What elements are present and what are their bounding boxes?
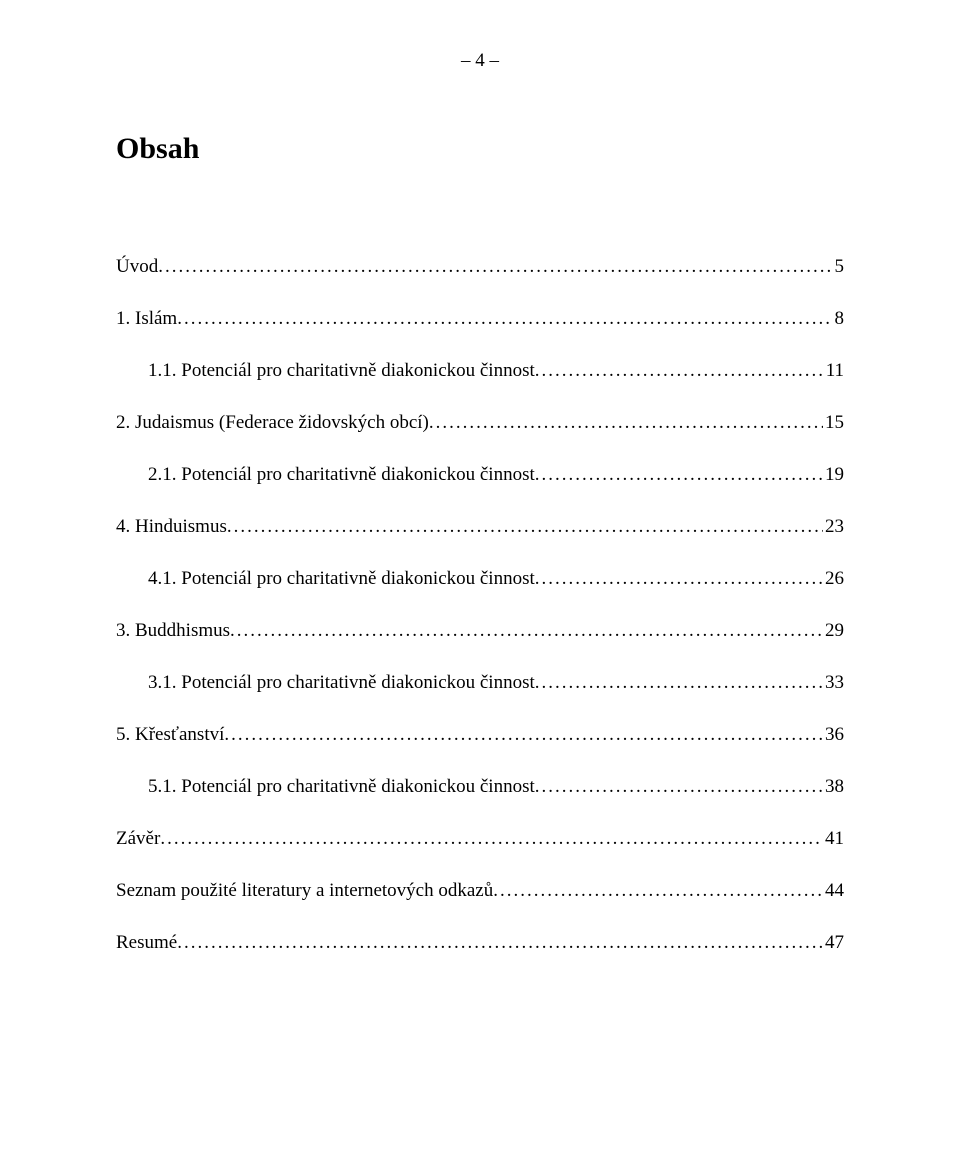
toc-label: 3.1. Potenciál pro charitativně diakonic… (148, 672, 535, 694)
toc-label: 3. Buddhismus (116, 620, 230, 642)
toc-leader-dots (535, 360, 824, 382)
toc-page-number: 44 (823, 880, 844, 902)
toc-entry: 1.1. Potenciál pro charitativně diakonic… (116, 360, 844, 382)
toc-entry: 5. Křesťanství 36 (116, 724, 844, 746)
toc-entry: Resumé 47 (116, 932, 844, 954)
toc-page-number: 5 (833, 256, 845, 278)
table-of-contents: Úvod 5 1. Islám 8 1.1. Potenciál pro charita… (116, 256, 844, 954)
toc-page-number: 11 (824, 360, 844, 382)
toc-label: 2. Judaismus (Federace židovských obcí) (116, 412, 429, 434)
toc-entry: 2. Judaismus (Federace židovských obcí) 1… (116, 412, 844, 434)
toc-page-number: 36 (823, 724, 844, 746)
page-number: – 4 – (116, 50, 844, 72)
toc-leader-dots (177, 932, 823, 954)
toc-page-number: 29 (823, 620, 844, 642)
toc-page-number: 33 (823, 672, 844, 694)
toc-label: 1. Islám (116, 308, 177, 330)
toc-entry: 5.1. Potenciál pro charitativně diakonic… (116, 776, 844, 798)
toc-entry: 3.1. Potenciál pro charitativně diakonic… (116, 672, 844, 694)
toc-leader-dots (177, 308, 832, 330)
toc-entry: Seznam použité literatury a internetovýc… (116, 880, 844, 902)
toc-entry: 1. Islám 8 (116, 308, 844, 330)
toc-page-number: 8 (833, 308, 845, 330)
toc-page-number: 26 (823, 568, 844, 590)
toc-leader-dots (429, 412, 823, 434)
toc-label: Závěr (116, 828, 160, 850)
toc-page-number: 41 (823, 828, 844, 850)
toc-leader-dots (535, 568, 823, 590)
toc-label: 2.1. Potenciál pro charitativně diakonic… (148, 464, 535, 486)
toc-entry: Úvod 5 (116, 256, 844, 278)
toc-label: Resumé (116, 932, 177, 954)
toc-leader-dots (230, 620, 823, 642)
toc-label: 4. Hinduismus (116, 516, 227, 538)
toc-entry: 4. Hinduismus 23 (116, 516, 844, 538)
toc-label: 5.1. Potenciál pro charitativně diakonic… (148, 776, 535, 798)
toc-label: 5. Křesťanství (116, 724, 224, 746)
toc-leader-dots (224, 724, 823, 746)
toc-leader-dots (535, 464, 823, 486)
toc-leader-dots (160, 828, 823, 850)
toc-entry: 4.1. Potenciál pro charitativně diakonic… (116, 568, 844, 590)
toc-page-number: 47 (823, 932, 844, 954)
toc-leader-dots (535, 776, 823, 798)
toc-label: 4.1. Potenciál pro charitativně diakonic… (148, 568, 535, 590)
toc-label: Úvod (116, 256, 158, 278)
toc-leader-dots (227, 516, 823, 538)
toc-leader-dots (535, 672, 823, 694)
toc-page-number: 15 (823, 412, 844, 434)
toc-label: 1.1. Potenciál pro charitativně diakonic… (148, 360, 535, 382)
toc-entry: 3. Buddhismus 29 (116, 620, 844, 642)
toc-label: Seznam použité literatury a internetovýc… (116, 880, 493, 902)
toc-entry: Závěr 41 (116, 828, 844, 850)
toc-leader-dots (493, 880, 823, 902)
toc-page-number: 23 (823, 516, 844, 538)
page-title: Obsah (116, 132, 844, 166)
toc-leader-dots (158, 256, 832, 278)
toc-entry: 2.1. Potenciál pro charitativně diakonic… (116, 464, 844, 486)
toc-page-number: 19 (823, 464, 844, 486)
toc-page-number: 38 (823, 776, 844, 798)
